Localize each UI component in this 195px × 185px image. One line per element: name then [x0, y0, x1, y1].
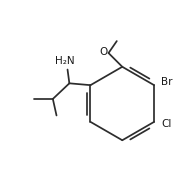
Text: Br: Br — [161, 77, 173, 87]
Text: H₂N: H₂N — [55, 56, 75, 66]
Text: Cl: Cl — [161, 119, 172, 129]
Text: O: O — [99, 47, 107, 57]
